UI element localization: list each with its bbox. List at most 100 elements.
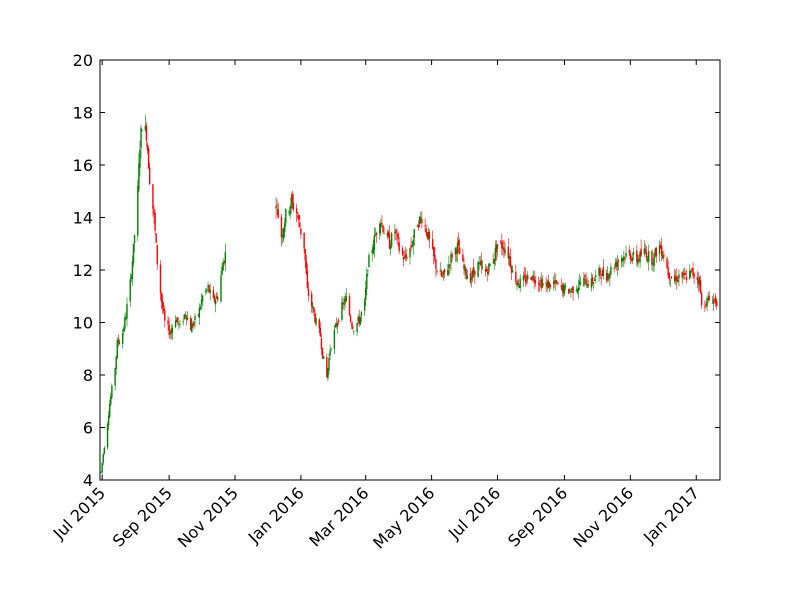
candle-body (356, 322, 358, 332)
candle-body (622, 258, 624, 262)
candle-body (495, 244, 498, 253)
candle-body (561, 285, 563, 291)
candle-body (311, 293, 313, 307)
candle-body (365, 288, 367, 301)
candle-body (223, 261, 225, 263)
candle-body (291, 194, 293, 202)
candle-body (660, 245, 663, 256)
candle-body (153, 209, 155, 215)
candle-body (353, 330, 355, 332)
candle-body (609, 273, 611, 279)
candle-body (655, 247, 657, 257)
candle-body (456, 242, 459, 254)
candle-body (155, 233, 157, 243)
candle-body (132, 243, 135, 264)
candle-body (394, 231, 396, 234)
candle-body (708, 295, 710, 301)
candle-body (640, 248, 642, 256)
candle-body (214, 300, 217, 305)
candle-body (217, 296, 219, 300)
y-tick-label: 6 (83, 419, 93, 438)
candle-body (398, 242, 400, 251)
candle-body (530, 277, 532, 280)
candle-body (556, 282, 558, 284)
candle-body (184, 314, 187, 316)
candle-body (693, 273, 695, 278)
candle-body (300, 228, 302, 235)
candle-body (131, 261, 134, 279)
candle-body (659, 245, 662, 249)
candle-body (126, 304, 128, 319)
y-tick-label: 4 (83, 471, 93, 490)
candle-body (532, 274, 534, 279)
candle-body (322, 355, 325, 359)
candle-body (610, 266, 612, 274)
candle-body (584, 274, 586, 278)
candle-body (436, 270, 438, 272)
candle-body (579, 283, 582, 285)
candle-body (646, 259, 649, 261)
candle-body (358, 316, 360, 324)
candle-body (531, 277, 533, 281)
candle-body (515, 271, 517, 283)
candle-body (342, 302, 344, 304)
candle-body (576, 288, 579, 293)
candle-body (114, 368, 116, 386)
candle-body (637, 259, 639, 265)
candle-body (282, 228, 285, 239)
candle-body (318, 319, 320, 329)
candle-body (542, 283, 544, 286)
candle-body (285, 209, 287, 224)
candle-body (545, 283, 547, 285)
candle-body (691, 268, 693, 270)
candle-body (441, 275, 444, 277)
candle-body (714, 296, 717, 304)
y-tick-label: 16 (73, 156, 93, 175)
x-tick-label: Nov 2016 (569, 483, 637, 551)
candle-body (488, 263, 490, 272)
candle-body (451, 254, 453, 258)
candle-body (605, 273, 608, 281)
candle-body (295, 208, 298, 214)
candle-body (518, 285, 520, 288)
candle-body (167, 320, 169, 325)
candle-body (471, 270, 474, 278)
candle-body (644, 249, 647, 253)
candle-body (410, 245, 412, 248)
candle-body (387, 231, 390, 237)
candle-body (164, 311, 166, 321)
candle-body (700, 293, 703, 306)
candle-body (224, 252, 226, 264)
candle-body (284, 223, 286, 232)
candle-body (313, 307, 315, 313)
candle-body (572, 286, 574, 294)
candle-body (102, 454, 104, 463)
candle-body (602, 267, 605, 276)
candle-body (383, 232, 385, 234)
candle-body (683, 273, 686, 276)
candle-body (344, 298, 346, 303)
candle-body (390, 233, 393, 247)
candle-body (372, 247, 374, 254)
candle-body (198, 307, 201, 318)
candle-body (141, 130, 143, 132)
candle-body (557, 282, 559, 284)
candle-body (125, 317, 127, 319)
candle-body (527, 275, 529, 280)
candle-body (179, 324, 181, 325)
candle-body (299, 222, 301, 228)
candle-body (601, 270, 603, 277)
candle-body (503, 247, 505, 252)
candle-body (455, 249, 458, 254)
candle-body (541, 278, 543, 288)
candle-body (440, 270, 443, 276)
candle-group (100, 114, 718, 476)
candle-body (568, 288, 570, 294)
candle-body (276, 205, 278, 207)
candle-body (147, 148, 150, 169)
candle-body (493, 258, 495, 264)
candle-body (306, 271, 309, 288)
candle-body (402, 256, 405, 260)
candle-body (419, 216, 421, 225)
candle-body (333, 329, 336, 349)
